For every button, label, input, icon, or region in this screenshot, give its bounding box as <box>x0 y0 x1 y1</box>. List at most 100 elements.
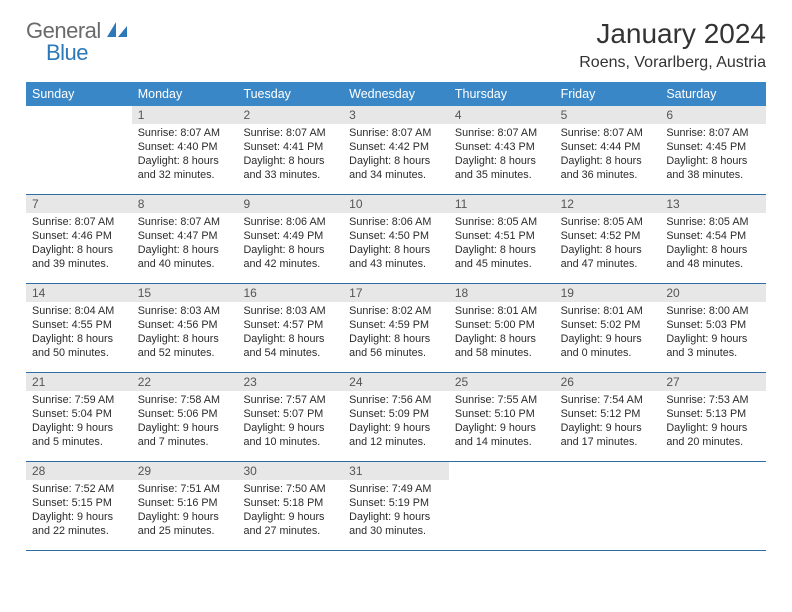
day-details: Sunrise: 8:07 AMSunset: 4:45 PMDaylight:… <box>660 124 766 188</box>
day-cell: 22Sunrise: 7:58 AMSunset: 5:06 PMDayligh… <box>132 373 238 461</box>
day-details: Sunrise: 8:06 AMSunset: 4:49 PMDaylight:… <box>237 213 343 277</box>
sunset-text: Sunset: 5:16 PM <box>138 496 232 510</box>
day-cell: 27Sunrise: 7:53 AMSunset: 5:13 PMDayligh… <box>660 373 766 461</box>
sunset-text: Sunset: 4:51 PM <box>455 229 549 243</box>
weekday-header: Thursday <box>449 82 555 106</box>
weekday-header-row: SundayMondayTuesdayWednesdayThursdayFrid… <box>26 82 766 106</box>
sunset-text: Sunset: 5:00 PM <box>455 318 549 332</box>
week-row: 1Sunrise: 8:07 AMSunset: 4:40 PMDaylight… <box>26 106 766 195</box>
daylight-line1: Daylight: 9 hours <box>561 332 655 346</box>
daylight-line1: Daylight: 8 hours <box>138 243 232 257</box>
sunset-text: Sunset: 5:07 PM <box>243 407 337 421</box>
sunset-text: Sunset: 5:06 PM <box>138 407 232 421</box>
day-number: 13 <box>660 195 766 213</box>
weekday-header: Monday <box>132 82 238 106</box>
day-number: 28 <box>26 462 132 480</box>
day-number: 22 <box>132 373 238 391</box>
day-cell: 1Sunrise: 8:07 AMSunset: 4:40 PMDaylight… <box>132 106 238 194</box>
daylight-line1: Daylight: 8 hours <box>243 154 337 168</box>
daylight-line1: Daylight: 9 hours <box>138 510 232 524</box>
sunrise-text: Sunrise: 7:53 AM <box>666 393 760 407</box>
day-cell: 15Sunrise: 8:03 AMSunset: 4:56 PMDayligh… <box>132 284 238 372</box>
day-number: 29 <box>132 462 238 480</box>
day-details: Sunrise: 8:06 AMSunset: 4:50 PMDaylight:… <box>343 213 449 277</box>
day-number: 14 <box>26 284 132 302</box>
day-cell <box>449 462 555 550</box>
day-details: Sunrise: 8:04 AMSunset: 4:55 PMDaylight:… <box>26 302 132 366</box>
sunrise-text: Sunrise: 8:06 AM <box>349 215 443 229</box>
day-details: Sunrise: 8:05 AMSunset: 4:51 PMDaylight:… <box>449 213 555 277</box>
day-details: Sunrise: 7:52 AMSunset: 5:15 PMDaylight:… <box>26 480 132 544</box>
day-cell: 26Sunrise: 7:54 AMSunset: 5:12 PMDayligh… <box>555 373 661 461</box>
weekday-header: Wednesday <box>343 82 449 106</box>
daylight-line1: Daylight: 8 hours <box>138 154 232 168</box>
day-details: Sunrise: 8:03 AMSunset: 4:57 PMDaylight:… <box>237 302 343 366</box>
day-details: Sunrise: 7:56 AMSunset: 5:09 PMDaylight:… <box>343 391 449 455</box>
daylight-line2: and 14 minutes. <box>455 435 549 449</box>
day-cell: 13Sunrise: 8:05 AMSunset: 4:54 PMDayligh… <box>660 195 766 283</box>
day-number: 6 <box>660 106 766 124</box>
daylight-line1: Daylight: 9 hours <box>349 421 443 435</box>
daylight-line2: and 10 minutes. <box>243 435 337 449</box>
day-number: 31 <box>343 462 449 480</box>
day-cell: 16Sunrise: 8:03 AMSunset: 4:57 PMDayligh… <box>237 284 343 372</box>
daylight-line2: and 52 minutes. <box>138 346 232 360</box>
weekday-header: Friday <box>555 82 661 106</box>
sunset-text: Sunset: 5:13 PM <box>666 407 760 421</box>
day-cell: 3Sunrise: 8:07 AMSunset: 4:42 PMDaylight… <box>343 106 449 194</box>
sunset-text: Sunset: 4:56 PM <box>138 318 232 332</box>
day-cell: 12Sunrise: 8:05 AMSunset: 4:52 PMDayligh… <box>555 195 661 283</box>
sunset-text: Sunset: 4:45 PM <box>666 140 760 154</box>
day-cell: 18Sunrise: 8:01 AMSunset: 5:00 PMDayligh… <box>449 284 555 372</box>
day-details: Sunrise: 8:02 AMSunset: 4:59 PMDaylight:… <box>343 302 449 366</box>
sunset-text: Sunset: 5:02 PM <box>561 318 655 332</box>
day-cell: 23Sunrise: 7:57 AMSunset: 5:07 PMDayligh… <box>237 373 343 461</box>
daylight-line2: and 22 minutes. <box>32 524 126 538</box>
daylight-line2: and 32 minutes. <box>138 168 232 182</box>
day-number: 27 <box>660 373 766 391</box>
day-number: 24 <box>343 373 449 391</box>
sunset-text: Sunset: 4:50 PM <box>349 229 443 243</box>
day-cell: 28Sunrise: 7:52 AMSunset: 5:15 PMDayligh… <box>26 462 132 550</box>
day-number: 16 <box>237 284 343 302</box>
day-details: Sunrise: 8:07 AMSunset: 4:40 PMDaylight:… <box>132 124 238 188</box>
daylight-line2: and 7 minutes. <box>138 435 232 449</box>
day-details: Sunrise: 7:57 AMSunset: 5:07 PMDaylight:… <box>237 391 343 455</box>
sunrise-text: Sunrise: 8:01 AM <box>561 304 655 318</box>
sunset-text: Sunset: 5:10 PM <box>455 407 549 421</box>
daylight-line1: Daylight: 8 hours <box>666 243 760 257</box>
daylight-line2: and 54 minutes. <box>243 346 337 360</box>
sunrise-text: Sunrise: 8:07 AM <box>243 126 337 140</box>
week-row: 14Sunrise: 8:04 AMSunset: 4:55 PMDayligh… <box>26 284 766 373</box>
sunrise-text: Sunrise: 7:51 AM <box>138 482 232 496</box>
daylight-line1: Daylight: 8 hours <box>349 154 443 168</box>
day-cell: 4Sunrise: 8:07 AMSunset: 4:43 PMDaylight… <box>449 106 555 194</box>
day-details: Sunrise: 8:07 AMSunset: 4:41 PMDaylight:… <box>237 124 343 188</box>
sunrise-text: Sunrise: 8:05 AM <box>561 215 655 229</box>
daylight-line1: Daylight: 8 hours <box>349 332 443 346</box>
daylight-line1: Daylight: 9 hours <box>666 332 760 346</box>
day-cell <box>26 106 132 194</box>
sunset-text: Sunset: 5:03 PM <box>666 318 760 332</box>
daylight-line1: Daylight: 8 hours <box>243 243 337 257</box>
sunset-text: Sunset: 5:09 PM <box>349 407 443 421</box>
daylight-line2: and 12 minutes. <box>349 435 443 449</box>
day-number: 8 <box>132 195 238 213</box>
daylight-line1: Daylight: 8 hours <box>455 154 549 168</box>
day-cell <box>660 462 766 550</box>
sunset-text: Sunset: 5:19 PM <box>349 496 443 510</box>
week-row: 28Sunrise: 7:52 AMSunset: 5:15 PMDayligh… <box>26 462 766 551</box>
day-number: 3 <box>343 106 449 124</box>
sunrise-text: Sunrise: 8:05 AM <box>455 215 549 229</box>
sunset-text: Sunset: 4:40 PM <box>138 140 232 154</box>
sunrise-text: Sunrise: 8:03 AM <box>243 304 337 318</box>
sunrise-text: Sunrise: 8:00 AM <box>666 304 760 318</box>
day-cell: 7Sunrise: 8:07 AMSunset: 4:46 PMDaylight… <box>26 195 132 283</box>
day-cell: 6Sunrise: 8:07 AMSunset: 4:45 PMDaylight… <box>660 106 766 194</box>
sunset-text: Sunset: 4:43 PM <box>455 140 549 154</box>
day-details: Sunrise: 7:51 AMSunset: 5:16 PMDaylight:… <box>132 480 238 544</box>
sunrise-text: Sunrise: 7:57 AM <box>243 393 337 407</box>
day-cell: 19Sunrise: 8:01 AMSunset: 5:02 PMDayligh… <box>555 284 661 372</box>
sunset-text: Sunset: 5:12 PM <box>561 407 655 421</box>
day-cell: 8Sunrise: 8:07 AMSunset: 4:47 PMDaylight… <box>132 195 238 283</box>
